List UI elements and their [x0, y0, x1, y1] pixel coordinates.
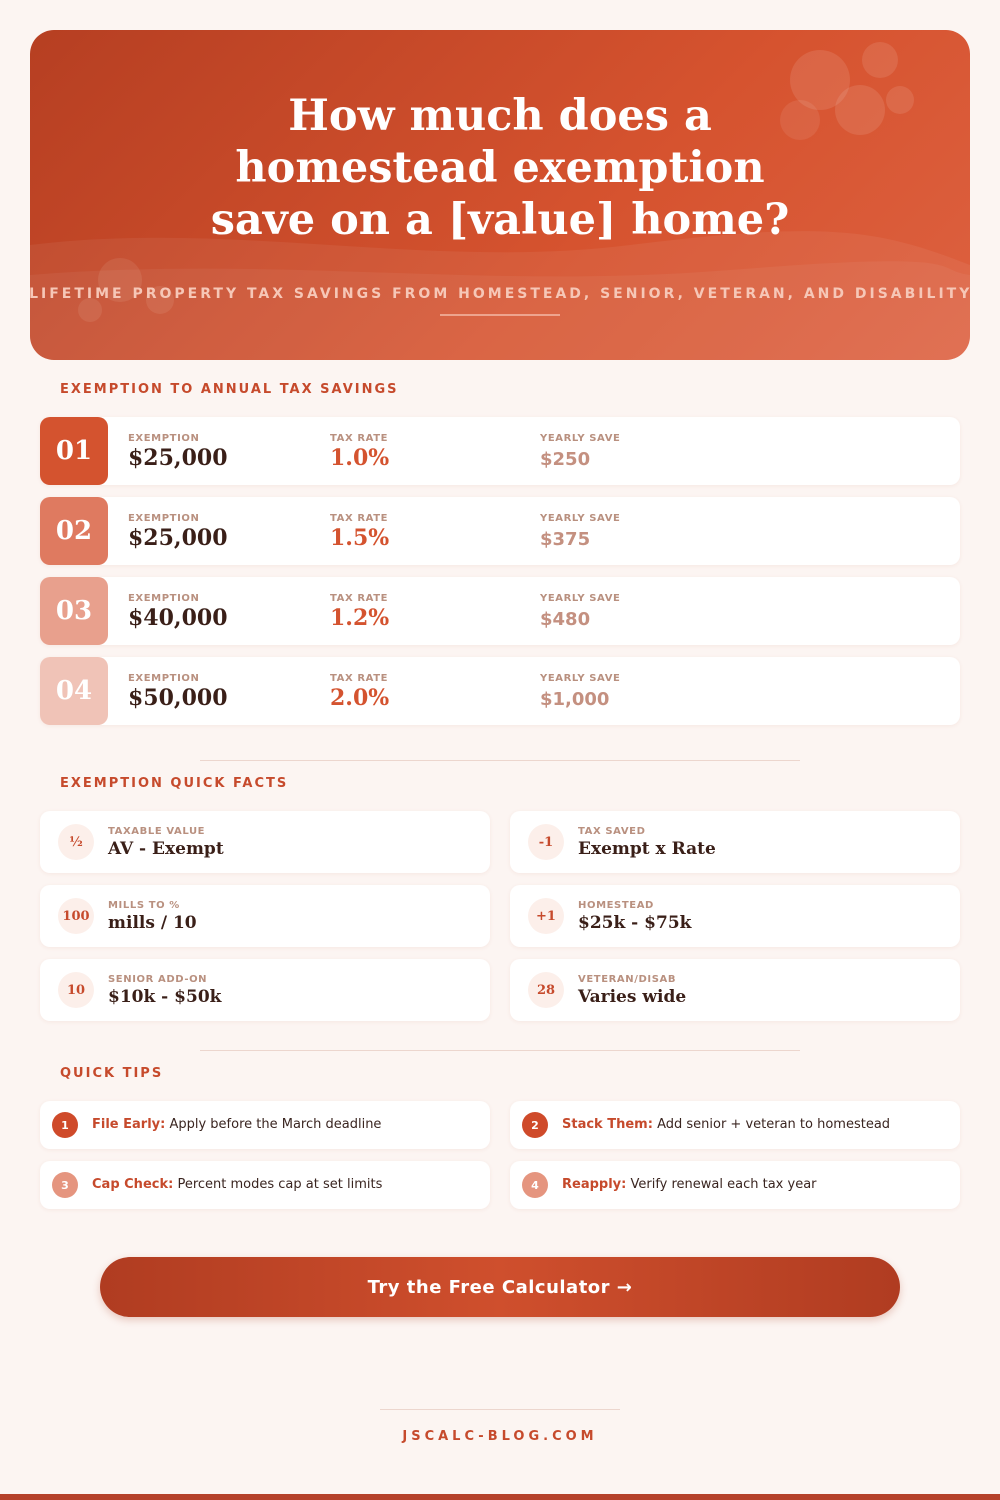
field-value: $1,000 — [540, 689, 610, 710]
title: How much does a homestead exemption save… — [210, 91, 790, 245]
tip-number: 3 — [52, 1172, 78, 1198]
savings-row: 04 Exemption $50,000 Tax rate 2.0% Yearly sav… — [40, 657, 960, 725]
fact-value: AV - Exempt — [108, 839, 224, 859]
tip-card: 2 Stack Them: Add senior + veteran to hom… — [510, 1101, 960, 1149]
fact-icon: 28 — [528, 972, 564, 1008]
field-label: Tax rate — [330, 433, 389, 444]
field-value: $25,000 — [128, 445, 228, 471]
field-value: 1.5% — [330, 525, 390, 551]
fact-icon: ½ — [58, 824, 94, 860]
tip-number: 1 — [52, 1112, 78, 1138]
section-heading: Exemption to annual tax savings — [60, 382, 399, 397]
fact-card: 28 Veteran/Disab Varies wide — [510, 959, 960, 1021]
fact-label: Taxable value — [108, 826, 206, 837]
fact-value: $10k - $50k — [108, 987, 222, 1007]
fact-icon: -1 — [528, 824, 564, 860]
row-number: 02 — [40, 497, 108, 565]
tip-card: 4 Reapply: Verify renewal each tax year — [510, 1161, 960, 1209]
tip-card: 3 Cap Check: Percent modes cap at set lim… — [40, 1161, 490, 1209]
field-value: 1.0% — [330, 445, 390, 471]
field-value: $25,000 — [128, 525, 228, 551]
tip-body: Verify renewal each tax year — [630, 1177, 817, 1192]
tip-body: Percent modes cap at set limits — [177, 1177, 383, 1192]
field-label: Tax rate — [330, 513, 389, 524]
row-number: 03 — [40, 577, 108, 645]
row-number: 01 — [40, 417, 108, 485]
field-label: Tax rate — [330, 593, 389, 604]
fact-card: ½ Taxable value AV - Exempt — [40, 811, 490, 873]
field-label: Exemption — [128, 513, 200, 524]
field-label: Exemption — [128, 673, 200, 684]
divider — [380, 1409, 620, 1410]
hero-decor — [30, 42, 970, 360]
fact-value: mills / 10 — [108, 913, 197, 933]
tip-text: Stack Them: Add senior + veteran to home… — [562, 1117, 890, 1132]
field-label: Exemption — [128, 593, 200, 604]
field-label: Yearly save — [540, 593, 621, 604]
fact-value: $25k - $75k — [578, 913, 692, 933]
savings-row: 01 Exemption $25,000 Tax rate 1.0% Yearly sav… — [40, 417, 960, 485]
tip-label: File Early: — [92, 1117, 166, 1132]
tip-body: Add senior + veteran to homestead — [657, 1117, 891, 1132]
field-value: $375 — [540, 529, 591, 550]
cta-button[interactable]: Try the Free Calculator → — [100, 1257, 900, 1317]
hero: How much does a homestead exemption save… — [30, 30, 970, 360]
fact-icon: +1 — [528, 898, 564, 934]
field-value: $250 — [540, 449, 591, 470]
field-value: $480 — [540, 609, 591, 630]
subtitle: Annual and lifetime property tax savings… — [30, 286, 970, 302]
bottom-bar — [0, 1494, 1000, 1500]
tip-text: Reapply: Verify renewal each tax year — [562, 1177, 817, 1192]
field-label: Tax rate — [330, 673, 389, 684]
fact-card: +1 Homestead $25k - $75k — [510, 885, 960, 947]
tip-text: File Early: Apply before the March deadl… — [92, 1117, 381, 1132]
fact-label: Tax saved — [578, 826, 646, 837]
savings-row: 02 Exemption $25,000 Tax rate 1.5% Yearly sav… — [40, 497, 960, 565]
field-value: 2.0% — [330, 685, 390, 711]
tip-label: Reapply: — [562, 1177, 627, 1192]
fact-card: 100 Mills to % mills / 10 — [40, 885, 490, 947]
section-heading: Quick tips — [60, 1066, 164, 1081]
field-value: 1.2% — [330, 605, 390, 631]
fact-label: Mills to % — [108, 900, 180, 911]
fact-label: Veteran/Disab — [578, 974, 677, 985]
divider — [200, 760, 800, 761]
field-value: $50,000 — [128, 685, 228, 711]
savings-row: 03 Exemption $40,000 Tax rate 1.2% Yearly sav… — [40, 577, 960, 645]
fact-label: Homestead — [578, 900, 654, 911]
tip-label: Stack Them: — [562, 1117, 653, 1132]
fact-card: 10 Senior add-on $10k - $50k — [40, 959, 490, 1021]
fact-label: Senior add-on — [108, 974, 208, 985]
tip-number: 4 — [522, 1172, 548, 1198]
fact-value: Exempt x Rate — [578, 839, 716, 859]
field-label: Exemption — [128, 433, 200, 444]
fact-icon: 100 — [58, 898, 94, 934]
tip-number: 2 — [522, 1112, 548, 1138]
tip-card: 1 File Early: Apply before the March dead… — [40, 1101, 490, 1149]
field-label: Yearly save — [540, 433, 621, 444]
footer: jscalc-blog.com — [402, 1429, 598, 1444]
section-heading: Exemption quick facts — [60, 776, 289, 791]
fact-card: -1 Tax saved Exempt x Rate — [510, 811, 960, 873]
tip-text: Cap Check: Percent modes cap at set limi… — [92, 1177, 382, 1192]
field-label: Yearly save — [540, 673, 621, 684]
tip-body: Apply before the March deadline — [169, 1117, 382, 1132]
row-number: 04 — [40, 657, 108, 725]
tip-label: Cap Check: — [92, 1177, 174, 1192]
fact-icon: 10 — [58, 972, 94, 1008]
divider — [200, 1050, 800, 1051]
field-label: Yearly save — [540, 513, 621, 524]
fact-value: Varies wide — [578, 987, 687, 1007]
field-value: $40,000 — [128, 605, 228, 631]
